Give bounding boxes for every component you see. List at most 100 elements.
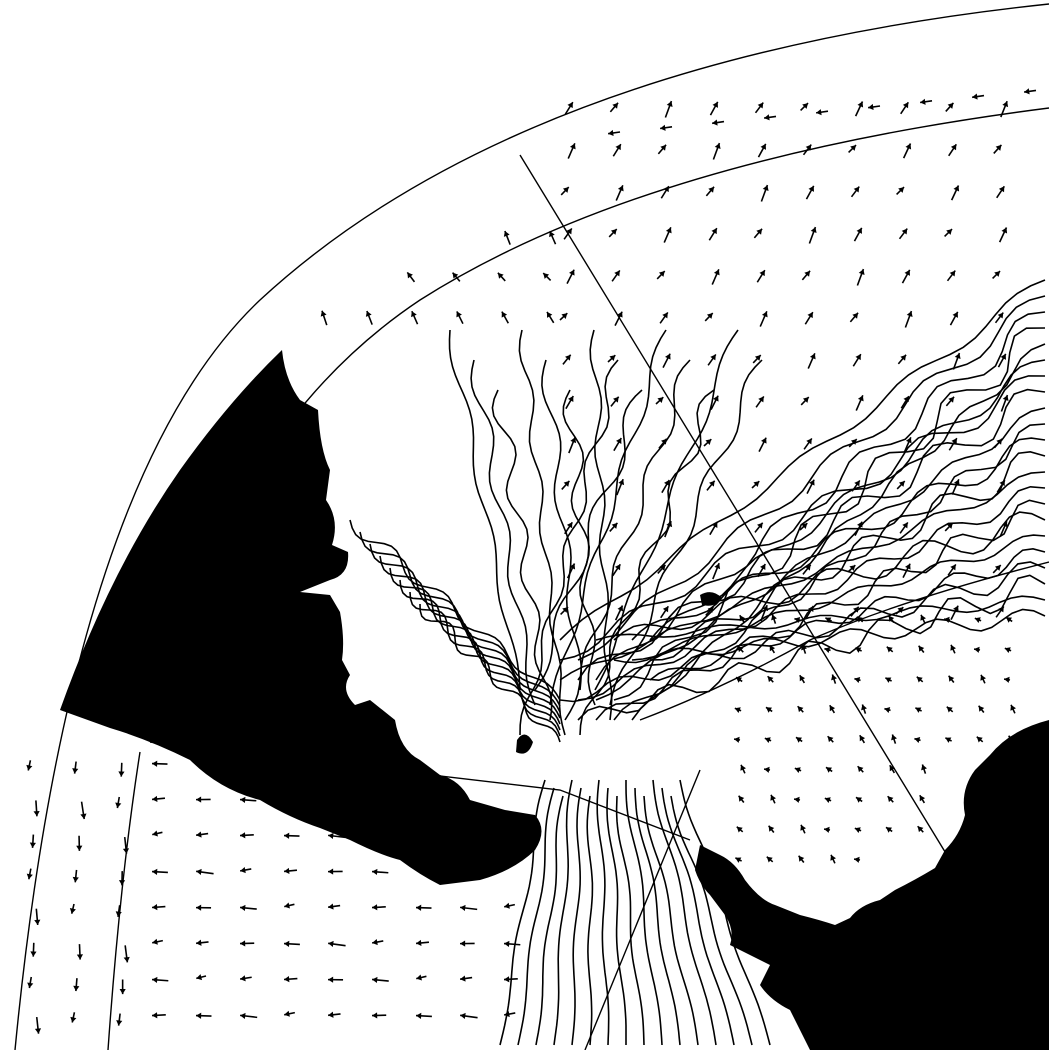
flow-arrow — [896, 480, 906, 490]
flow-vectors — [26, 88, 1037, 1034]
flow-arrow — [34, 1016, 42, 1034]
flow-arrow — [868, 103, 881, 111]
streamline — [559, 471, 1046, 681]
flow-arrow — [365, 310, 373, 325]
flow-arrow — [710, 395, 719, 411]
flow-arrow — [829, 704, 836, 714]
flow-arrow — [614, 605, 624, 621]
flow-arrow — [950, 644, 956, 654]
meridian-line — [584, 769, 701, 1050]
flow-arrow — [802, 564, 812, 575]
flow-arrow — [992, 270, 1001, 280]
latitude-circle — [639, 561, 1049, 721]
graticule — [14, 3, 1049, 1050]
flow-arrow — [371, 976, 389, 984]
flow-arrow — [921, 764, 927, 774]
streamline — [595, 407, 1046, 701]
flow-arrow — [608, 228, 618, 238]
flow-arrow — [504, 902, 516, 909]
flow-arrow — [1000, 394, 1009, 412]
flow-arrow — [72, 761, 79, 774]
flow-arrow — [898, 228, 908, 240]
flow-arrow — [616, 478, 625, 496]
flow-arrow — [609, 522, 618, 532]
flow-arrow — [800, 102, 809, 112]
flow-arrow — [76, 944, 84, 960]
flow-arrow — [497, 272, 506, 282]
flow-arrow — [29, 834, 36, 848]
flow-arrow — [195, 904, 212, 911]
flow-arrow — [460, 975, 473, 982]
flow-arrow — [610, 396, 620, 407]
flow-arrow — [903, 437, 912, 453]
flow-arrow — [415, 904, 432, 911]
flow-arrow — [920, 98, 933, 105]
flow-arrow — [861, 704, 867, 714]
flow-arrow — [607, 354, 616, 363]
flow-arrow — [706, 480, 716, 491]
streamline — [534, 389, 643, 691]
flow-arrow — [239, 940, 255, 947]
flow-arrow — [712, 142, 721, 160]
flow-arrow — [948, 143, 957, 157]
flow-arrow — [735, 676, 743, 683]
flow-arrow — [320, 310, 328, 326]
streamline — [549, 329, 667, 706]
flow-arrow — [239, 796, 257, 803]
flow-arrow — [34, 908, 41, 926]
streamline — [419, 603, 561, 743]
flow-arrow — [151, 1012, 166, 1019]
flow-arrow — [283, 867, 298, 875]
flow-arrow — [972, 93, 985, 100]
flow-arrow — [758, 437, 767, 453]
flow-arrow — [830, 854, 836, 864]
flow-arrow — [853, 856, 861, 863]
flow-arrow — [561, 480, 570, 490]
flow-arrow — [770, 794, 776, 804]
flow-arrow — [122, 836, 130, 854]
flow-arrow — [980, 674, 986, 684]
flow-arrow — [896, 186, 905, 196]
flow-arrow — [857, 765, 864, 773]
flow-arrow — [80, 801, 87, 820]
flow-arrow — [69, 903, 76, 914]
flow-arrow — [951, 479, 960, 495]
flow-arrow — [950, 185, 960, 201]
flow-arrow — [659, 311, 669, 324]
flow-arrow — [415, 1012, 432, 1019]
flow-arrow — [152, 938, 164, 945]
flow-arrow — [831, 674, 837, 684]
flow-arrow — [240, 866, 252, 874]
flow-arrow — [568, 436, 577, 454]
flow-arrow — [662, 353, 671, 369]
flow-arrow — [663, 227, 672, 243]
flow-arrow — [886, 646, 894, 653]
streamline — [470, 359, 536, 706]
flow-arrow — [542, 272, 552, 282]
flow-arrow — [328, 940, 346, 948]
streamline — [670, 795, 753, 1046]
streamline — [634, 787, 681, 1046]
streamline — [606, 787, 627, 1045]
flow-arrow — [283, 976, 298, 983]
flow-arrow — [195, 939, 209, 946]
flow-arrow — [753, 228, 763, 239]
flow-arrow — [503, 230, 511, 245]
flow-arrow — [151, 904, 166, 911]
flow-arrow — [372, 830, 384, 837]
flow-arrow — [26, 868, 33, 880]
flow-arrow — [994, 312, 1004, 324]
flow-arrow — [996, 185, 1005, 199]
flow-arrow — [327, 868, 343, 875]
flow-arrow — [611, 269, 621, 282]
flow-arrow — [884, 677, 893, 683]
flow-arrow — [736, 826, 744, 833]
latitude-circle — [107, 751, 141, 1050]
flow-arrow — [372, 938, 384, 946]
flow-arrow — [240, 1012, 258, 1020]
flow-arrow — [549, 230, 557, 245]
flow-arrow — [703, 438, 712, 447]
streamline — [595, 595, 1046, 641]
flow-arrow — [72, 869, 79, 883]
